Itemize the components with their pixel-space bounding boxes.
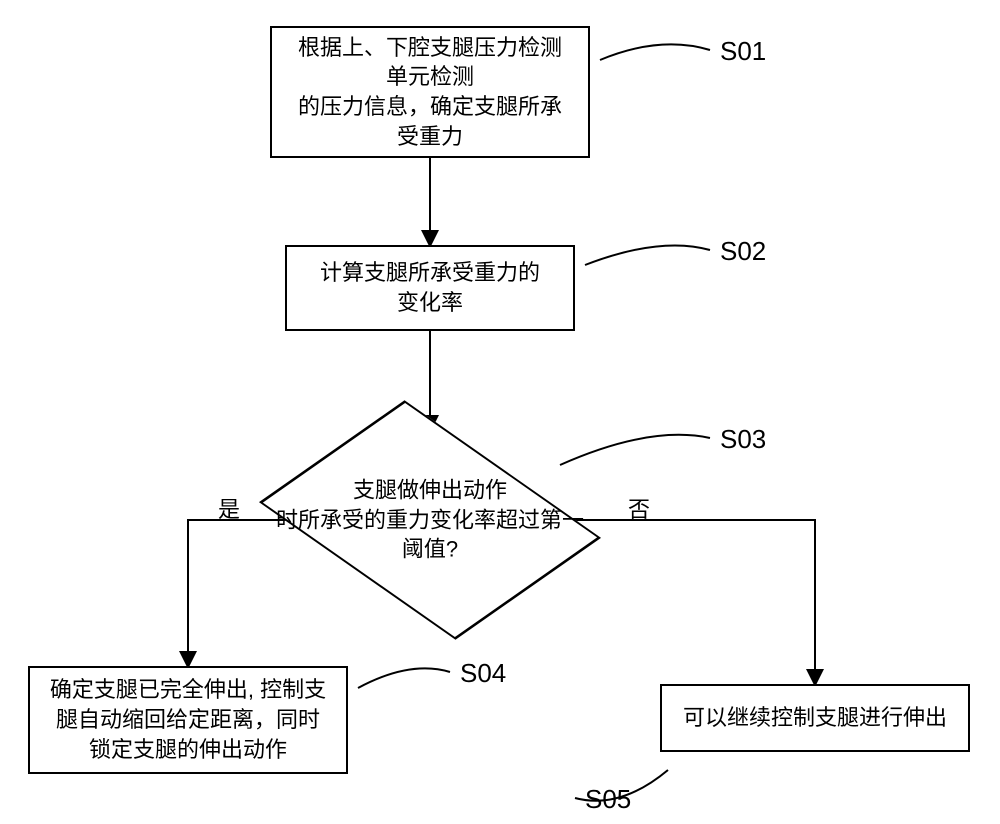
label-s04: S04 [460, 658, 506, 689]
node-s01: 根据上、下腔支腿压力检测 单元检测 的压力信息，确定支腿所承 受重力 [270, 26, 590, 158]
s03-line3: 阈值? [265, 535, 595, 565]
edge-yes-label: 是 [218, 492, 240, 524]
s04-line1: 确定支腿已完全伸出, 控制支 [50, 675, 326, 705]
s01-line3: 的压力信息，确定支腿所承 [298, 92, 562, 122]
s01-line4: 受重力 [298, 122, 562, 152]
s05-line1: 可以继续控制支腿进行伸出 [683, 703, 947, 733]
label-s05: S05 [585, 784, 631, 815]
s03-line1: 支腿做伸出动作 [265, 475, 595, 505]
node-s02: 计算支腿所承受重力的 变化率 [285, 245, 575, 331]
s04-line3: 锁定支腿的伸出动作 [50, 735, 326, 765]
label-s01: S01 [720, 36, 766, 67]
label-s02: S02 [720, 236, 766, 267]
s02-line2: 变化率 [320, 288, 540, 318]
s02-line1: 计算支腿所承受重力的 [320, 258, 540, 288]
s01-line1: 根据上、下腔支腿压力检测 [298, 33, 562, 63]
label-s03: S03 [720, 424, 766, 455]
s01-line2: 单元检测 [298, 62, 562, 92]
s03-line2: 时所承受的重力变化率超过第一 [265, 505, 595, 535]
node-s04: 确定支腿已完全伸出, 控制支 腿自动缩回给定距离，同时 锁定支腿的伸出动作 [28, 666, 348, 774]
s04-line2: 腿自动缩回给定距离，同时 [50, 705, 326, 735]
edge-no-label: 否 [628, 492, 650, 524]
node-s05: 可以继续控制支腿进行伸出 [660, 684, 970, 752]
